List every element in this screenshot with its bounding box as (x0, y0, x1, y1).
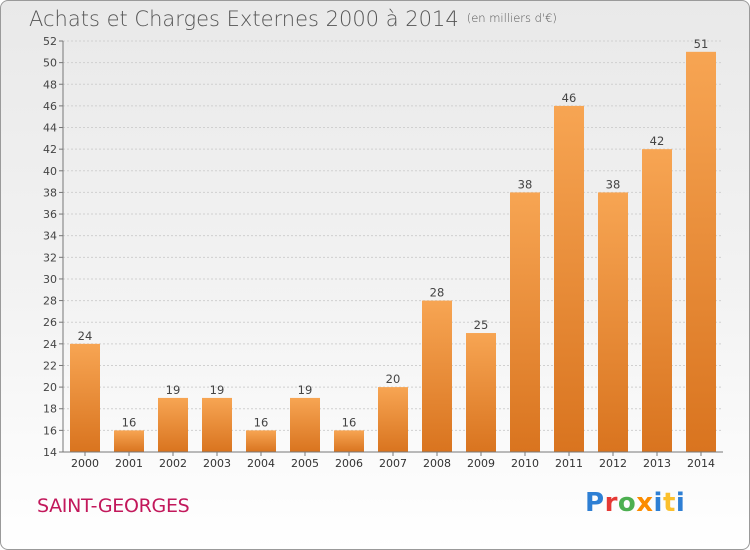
logo-letter: o (617, 488, 637, 518)
y-tick-label: 48 (43, 78, 57, 91)
logo-letter: r (604, 488, 618, 518)
y-tick-label: 20 (43, 381, 57, 394)
bar-value-label: 42 (650, 134, 665, 148)
bar (466, 333, 496, 452)
bar-value-label: 20 (386, 372, 401, 386)
x-tick-label: 2012 (599, 457, 627, 470)
y-tick-label: 50 (43, 57, 57, 70)
x-tick-label: 2006 (335, 457, 363, 470)
bar (378, 387, 408, 452)
x-tick-label: 2004 (247, 457, 275, 470)
logo-letter: P (585, 488, 605, 518)
x-tick-label: 2002 (159, 457, 187, 470)
x-tick-label: 2010 (511, 457, 539, 470)
axes (59, 40, 723, 456)
bar-value-label: 38 (606, 177, 621, 191)
y-tick-label: 24 (43, 338, 57, 351)
y-tick-label: 34 (43, 230, 57, 243)
y-tick-label: 22 (43, 359, 57, 372)
logo-letter: x (636, 488, 654, 518)
y-tick-label: 16 (43, 424, 57, 437)
x-tick-label: 2001 (115, 457, 143, 470)
bar (114, 430, 144, 452)
bar (642, 149, 672, 452)
bar-value-label: 19 (298, 383, 313, 397)
logo-letter: i (675, 488, 686, 518)
y-tick-label: 36 (43, 208, 57, 221)
commune-name: SAINT-GEORGES (37, 495, 190, 517)
logo-letter: t (662, 488, 676, 518)
y-tick-label: 30 (43, 273, 57, 286)
y-tick-label: 40 (43, 165, 57, 178)
labels: 14 16 18 20 22 24 26 28 30 32 34 36 38 40 42 44 46 48 50 52… (43, 35, 715, 470)
y-tick-label: 42 (43, 143, 57, 156)
y-tick-label: 28 (43, 295, 57, 308)
bar-value-label: 16 (122, 415, 137, 429)
bar (70, 343, 100, 452)
y-tick-label: 14 (43, 446, 57, 459)
bar (422, 300, 452, 452)
bar (510, 192, 540, 452)
bar-value-label: 28 (430, 286, 445, 300)
chart-subtitle: (en milliers d'€) (466, 11, 557, 25)
bar (686, 51, 716, 452)
y-tick-label: 26 (43, 316, 57, 329)
bar-value-label: 46 (562, 91, 577, 105)
bar (202, 397, 232, 452)
x-tick-label: 2005 (291, 457, 319, 470)
bar-value-label: 51 (694, 37, 709, 51)
x-tick-label: 2014 (687, 457, 715, 470)
bar (158, 397, 188, 452)
x-tick-label: 2000 (71, 457, 99, 470)
bar-value-label: 19 (166, 383, 181, 397)
x-tick-label: 2009 (467, 457, 495, 470)
bar-value-label: 25 (474, 318, 489, 332)
bar (598, 192, 628, 452)
y-tick-label: 38 (43, 186, 57, 199)
x-tick-label: 2007 (379, 457, 407, 470)
chart-title-text: Achats et Charges Externes 2000 à 2014 (29, 7, 459, 31)
bar-value-label: 24 (78, 329, 93, 343)
bar (290, 397, 320, 452)
x-tick-label: 2011 (555, 457, 583, 470)
proxiti-logo: Proxiti (585, 488, 685, 518)
x-tick-label: 2013 (643, 457, 671, 470)
bar-value-label: 16 (254, 415, 269, 429)
bar (246, 430, 276, 452)
y-tick-label: 18 (43, 403, 57, 416)
y-tick-label: 44 (43, 122, 57, 135)
bar (334, 430, 364, 452)
logo-letter: i (653, 488, 663, 518)
y-tick-label: 46 (43, 100, 57, 113)
x-tick-label: 2003 (203, 457, 231, 470)
y-tick-label: 52 (43, 35, 57, 48)
bar-value-label: 19 (210, 383, 225, 397)
bar-value-label: 16 (342, 415, 357, 429)
bar (554, 105, 584, 452)
y-tick-label: 32 (43, 251, 57, 264)
bar-value-label: 38 (518, 177, 533, 191)
bars (70, 51, 716, 452)
chart-title: Achats et Charges Externes 2000 à 2014 (e… (29, 7, 557, 31)
x-tick-label: 2008 (423, 457, 451, 470)
